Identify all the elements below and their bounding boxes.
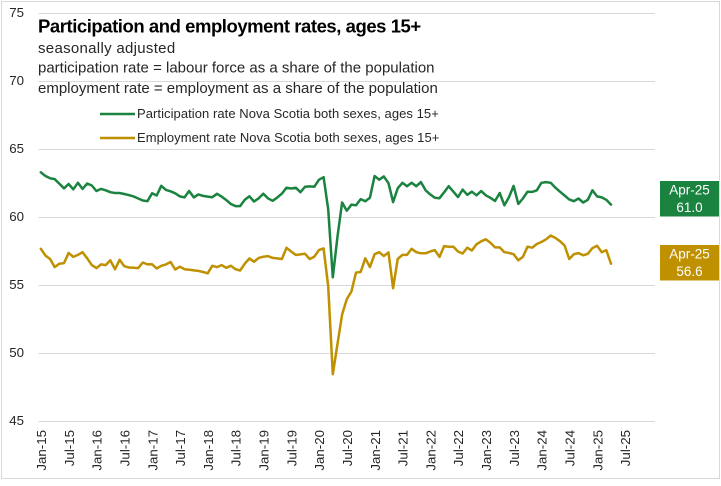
svg-text:Jul-21: Jul-21	[396, 430, 411, 466]
svg-text:Jul-15: Jul-15	[62, 430, 77, 466]
svg-text:Jul-23: Jul-23	[507, 430, 522, 466]
svg-text:Jul-18: Jul-18	[229, 430, 244, 466]
svg-text:Jan-16: Jan-16	[90, 430, 105, 471]
svg-text:Employment rate Nova Scotia bo: Employment rate Nova Scotia both sexes, …	[137, 130, 439, 145]
svg-text:61.0: 61.0	[676, 200, 702, 215]
svg-text:Jan-15: Jan-15	[34, 430, 49, 471]
svg-text:Apr-25: Apr-25	[669, 183, 710, 198]
svg-text:employment rate = employment a: employment rate = employment as a share …	[38, 80, 438, 97]
svg-text:Jan-21: Jan-21	[368, 430, 383, 471]
svg-text:Jan-18: Jan-18	[201, 430, 216, 471]
svg-text:Jul-25: Jul-25	[618, 430, 633, 466]
svg-text:75: 75	[9, 5, 24, 20]
svg-text:65: 65	[9, 141, 24, 156]
svg-text:Jan-19: Jan-19	[257, 430, 272, 471]
svg-text:Participation rate Nova Scotia: Participation rate Nova Scotia both sexe…	[137, 106, 439, 121]
svg-text:Jul-16: Jul-16	[118, 430, 133, 466]
svg-text:Jul-20: Jul-20	[340, 430, 355, 466]
svg-text:Participation and employment r: Participation and employment rates, ages…	[38, 16, 421, 37]
svg-text:participation rate = labour fo: participation rate = labour force as a s…	[38, 60, 435, 77]
svg-text:Jan-25: Jan-25	[590, 430, 605, 471]
svg-text:Jan-20: Jan-20	[312, 430, 327, 471]
svg-text:Apr-25: Apr-25	[669, 247, 710, 262]
svg-text:Jul-24: Jul-24	[562, 430, 577, 466]
svg-text:Jul-19: Jul-19	[284, 430, 299, 466]
svg-text:Jan-23: Jan-23	[479, 430, 494, 471]
svg-text:50: 50	[9, 345, 24, 360]
svg-text:Jul-17: Jul-17	[173, 430, 188, 466]
svg-text:seasonally adjusted: seasonally adjusted	[38, 40, 175, 57]
svg-text:56.6: 56.6	[676, 264, 702, 279]
svg-text:Jan-17: Jan-17	[145, 430, 160, 471]
svg-text:Jan-22: Jan-22	[423, 430, 438, 471]
svg-text:55: 55	[9, 277, 24, 292]
svg-text:45: 45	[9, 413, 24, 428]
svg-text:60: 60	[9, 209, 24, 224]
svg-text:70: 70	[9, 73, 24, 88]
svg-text:Jan-24: Jan-24	[535, 430, 550, 471]
svg-text:Jul-22: Jul-22	[451, 430, 466, 466]
